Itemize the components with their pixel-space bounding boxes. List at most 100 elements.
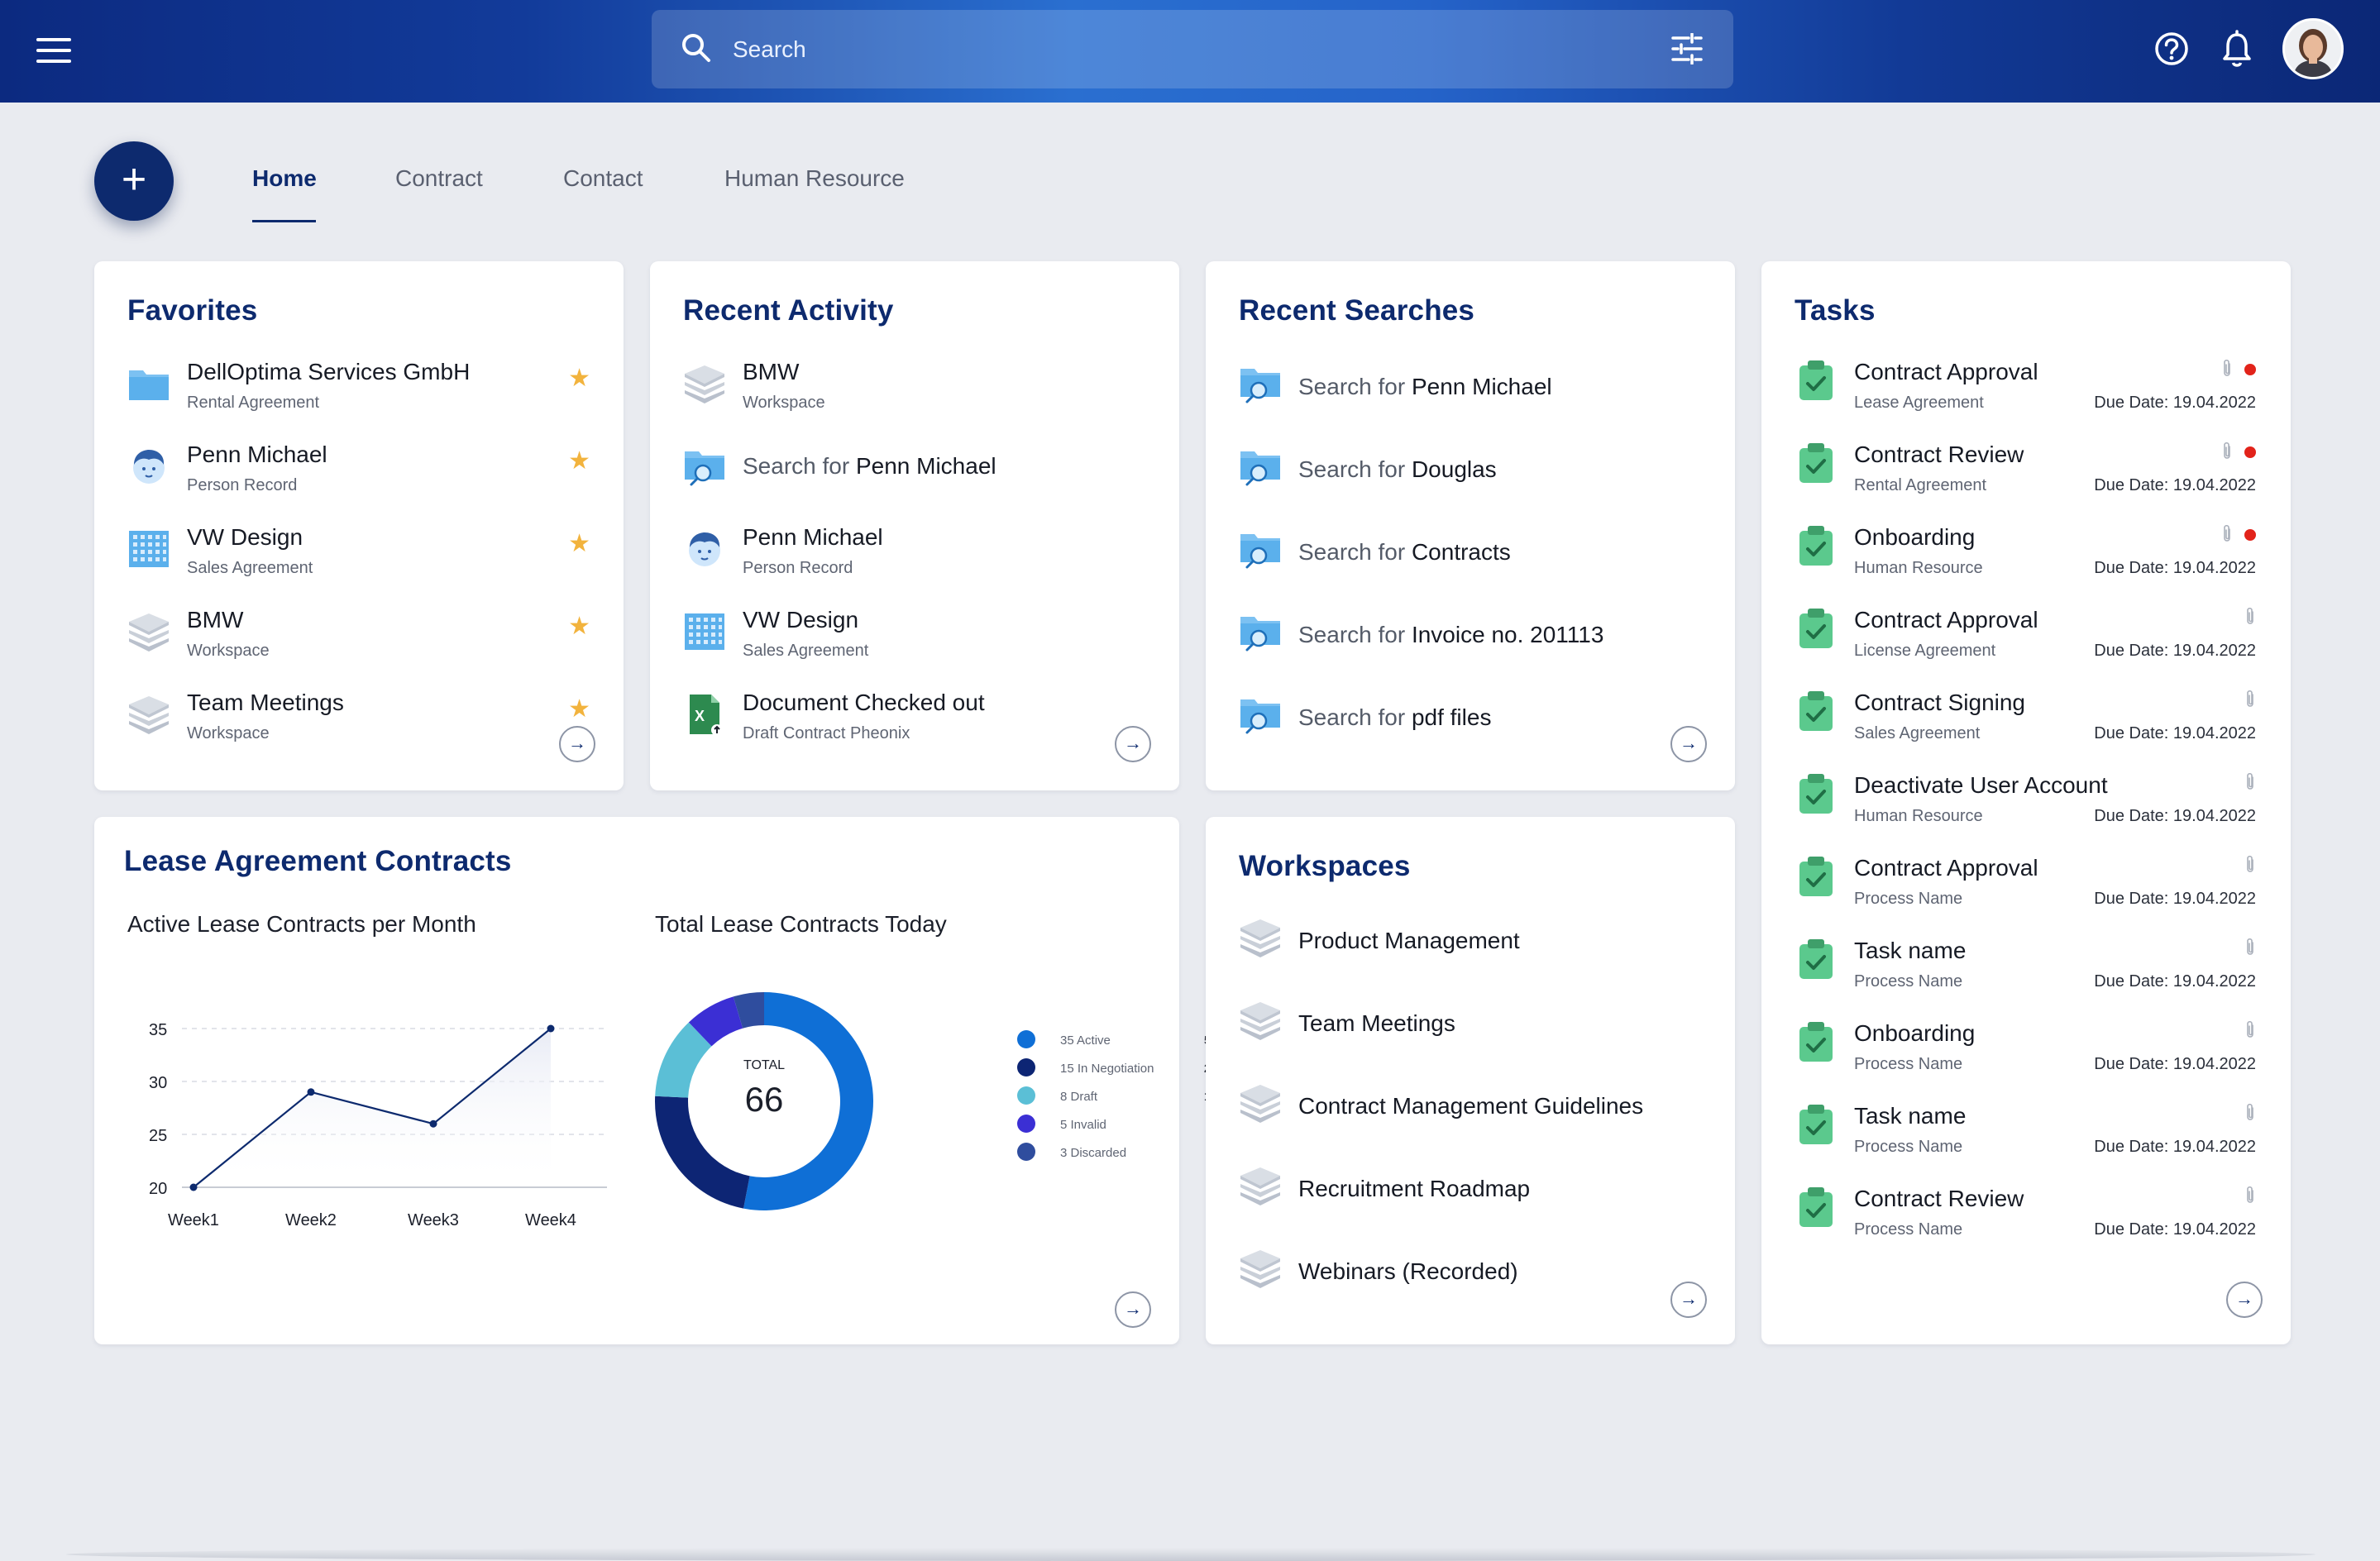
search-item[interactable]: Search for Penn Michael [1239,362,1702,412]
favorite-item[interactable]: VW Design Sales Agreement ★ [127,524,590,590]
menu-icon[interactable] [36,38,71,64]
task-item[interactable]: Task name Process Name Due Date: 19.04.202… [1795,938,2256,1012]
star-icon[interactable]: ★ [568,695,590,723]
task-item[interactable]: Contract Approval Process Name Due Date: 1… [1795,855,2256,929]
recent-activity-more-button[interactable]: → [1115,726,1151,762]
legend-item: 8 Draft12% [1017,1083,1229,1108]
filter-sliders-icon[interactable] [1670,33,1704,64]
search-item[interactable]: Search for Douglas [1239,445,1702,494]
data-point[interactable] [307,1088,315,1096]
item-subtitle: Sales Agreement [743,642,869,660]
activity-item[interactable]: BMW Workspace [683,359,1146,425]
line-series [193,1028,552,1188]
lease-title: Lease Agreement Contracts [124,845,512,877]
favorite-item[interactable]: DellOptima Services GmbH Rental Agreemen… [127,359,590,425]
avatar[interactable] [2282,18,2344,79]
bell-icon[interactable] [2221,30,2253,69]
search-input[interactable] [731,28,1603,71]
workspace-item[interactable]: Product Management [1239,916,1702,966]
workspaces-more-button[interactable]: → [1670,1282,1707,1318]
favorite-item[interactable]: BMW Workspace ★ [127,607,590,673]
search-item[interactable]: Search for Invoice no. 201113 [1239,610,1702,660]
recent-searches-card: Recent Searches Search for Penn Michael … [1206,261,1735,790]
data-point[interactable] [189,1183,198,1191]
task-item[interactable]: Contract Signing Sales Agreement Due Date:… [1795,690,2256,764]
tab-human-resource[interactable]: Human Resource [724,165,905,191]
item-title: VW Design [743,607,859,633]
search-prefix: Search for [1298,622,1412,647]
paperclip-icon[interactable] [2244,1020,2256,1040]
search-bar[interactable] [652,10,1733,88]
search-term: Penn Michael [1411,374,1552,399]
workspace-item[interactable]: Contract Management Guidelines [1239,1081,1702,1131]
activity-item[interactable]: Penn Michael Person Record [683,524,1146,590]
help-icon[interactable] [2153,30,2190,68]
tab-contact[interactable]: Contact [563,165,643,191]
item-title: Search for Invoice no. 201113 [1298,622,1603,648]
paperclip-icon[interactable] [2221,442,2233,461]
tasks-more-button[interactable]: → [2226,1282,2263,1318]
donut-slice[interactable] [688,996,743,1047]
legend-label: 5 Invalid [1060,1118,1106,1132]
star-icon[interactable]: ★ [568,365,590,392]
favorites-more-button[interactable]: → [559,726,595,762]
paperclip-icon[interactable] [2244,855,2256,875]
favorite-item[interactable]: Penn Michael Person Record ★ [127,442,590,508]
building-icon [683,610,726,653]
donut-slice[interactable] [655,1096,750,1209]
task-item[interactable]: Contract Review Rental Agreement Due Date:… [1795,442,2256,516]
donut-center: TOTAL 66 [655,992,887,1224]
search-prefix: Search for [743,453,856,479]
task-item[interactable]: Contract Review Process Name Due Date: 19.… [1795,1186,2256,1260]
due-value: 19.04.2022 [2172,724,2256,742]
task-clipboard-icon [1795,359,1838,402]
tab-contract[interactable]: Contract [395,165,483,191]
due-value: 19.04.2022 [2172,807,2256,825]
data-point[interactable] [547,1024,555,1033]
item-title: Search for Douglas [1298,456,1497,483]
recent-searches-title: Recent Searches [1239,294,1475,327]
favorite-item[interactable]: Team Meetings Workspace ★ [127,690,590,756]
task-item[interactable]: Task name Process Name Due Date: 19.04.202… [1795,1103,2256,1177]
task-item[interactable]: Onboarding Human Resource Due Date: 19.04.… [1795,524,2256,599]
activity-item[interactable]: Search for Penn Michael [683,442,1146,508]
paperclip-icon[interactable] [2244,1186,2256,1205]
star-icon[interactable]: ★ [568,613,590,640]
recent-searches-more-button[interactable]: → [1670,726,1707,762]
task-item[interactable]: Onboarding Process Name Due Date: 19.04.20… [1795,1020,2256,1095]
task-item[interactable]: Deactivate User Account Human Resource Due… [1795,772,2256,847]
item-title: Search for Penn Michael [1298,374,1552,400]
star-icon[interactable]: ★ [568,530,590,557]
task-item[interactable]: Contract Approval License Agreement Due Da… [1795,607,2256,681]
paperclip-icon[interactable] [2244,772,2256,792]
donut-slice[interactable] [743,992,873,1210]
task-process: Human Resource [1854,559,1983,577]
workspace-item[interactable]: Webinars (Recorded) [1239,1247,1702,1296]
lease-more-button[interactable]: → [1115,1291,1151,1328]
workspace-item[interactable]: Recruitment Roadmap [1239,1164,1702,1214]
task-item[interactable]: Contract Approval Lease Agreement Due Date… [1795,359,2256,433]
page-bottom-shadow [66,1548,2315,1561]
workspace-item[interactable]: Team Meetings [1239,999,1702,1048]
paperclip-icon[interactable] [2244,938,2256,957]
item-subtitle: Sales Agreement [187,559,313,577]
paperclip-icon[interactable] [2221,359,2233,379]
y-tick-label: 20 [149,1180,167,1198]
star-icon[interactable]: ★ [568,447,590,475]
data-point[interactable] [429,1119,437,1128]
donut-chart [655,992,873,1210]
tab-home[interactable]: Home [252,165,317,191]
donut-slice[interactable] [655,1022,712,1098]
arrow-right-icon: → [1680,733,1698,753]
paperclip-icon[interactable] [2221,524,2233,544]
donut-slice[interactable] [733,992,764,1029]
activity-item[interactable]: VW Design Sales Agreement [683,607,1146,673]
search-item[interactable]: Search for pdf files [1239,693,1702,742]
paperclip-icon[interactable] [2244,607,2256,627]
task-clipboard-icon [1795,442,1838,485]
paperclip-icon[interactable] [2244,690,2256,709]
paperclip-icon[interactable] [2244,1103,2256,1123]
activity-item[interactable]: Document Checked out Draft Contract Pheo… [683,690,1146,756]
search-item[interactable]: Search for Contracts [1239,527,1702,577]
add-button[interactable]: + [94,141,174,221]
